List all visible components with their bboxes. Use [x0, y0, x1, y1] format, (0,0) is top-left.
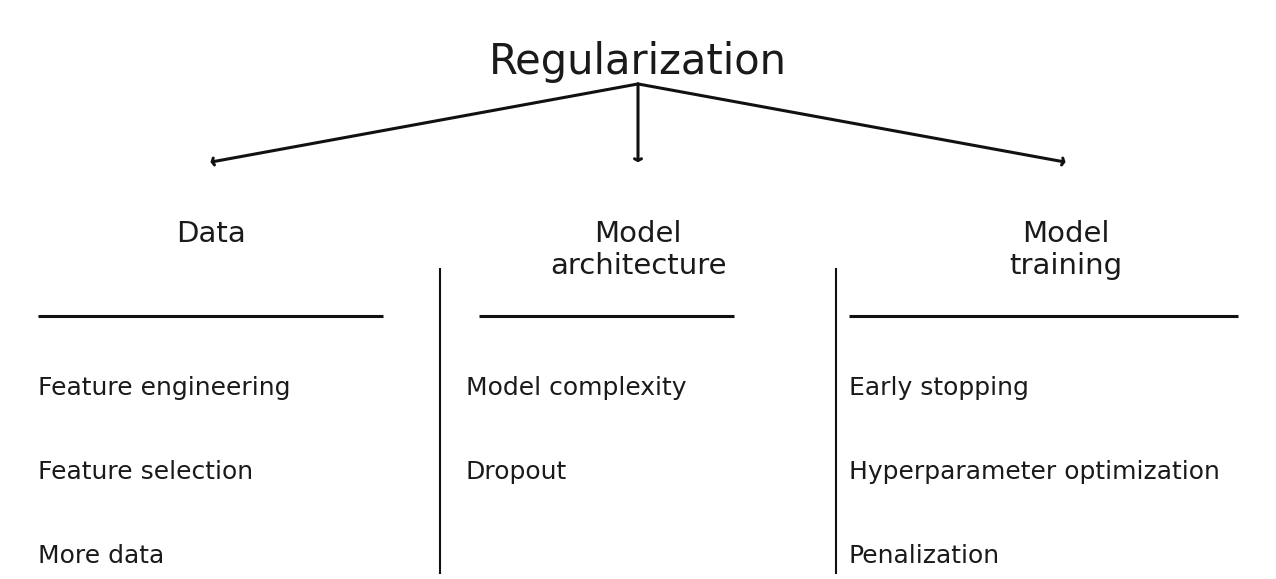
Text: Model complexity: Model complexity	[466, 376, 686, 400]
Text: Feature engineering: Feature engineering	[38, 376, 291, 400]
Text: Early stopping: Early stopping	[849, 376, 1028, 400]
Text: Hyperparameter optimization: Hyperparameter optimization	[849, 460, 1220, 484]
Text: Penalization: Penalization	[849, 544, 999, 568]
Text: Feature selection: Feature selection	[38, 460, 254, 484]
Text: Model
architecture: Model architecture	[550, 220, 726, 280]
Text: Data: Data	[176, 220, 245, 248]
Text: Dropout: Dropout	[466, 460, 567, 484]
Text: More data: More data	[38, 544, 165, 568]
Text: Regularization: Regularization	[489, 41, 787, 83]
Text: Model
training: Model training	[1009, 220, 1122, 280]
